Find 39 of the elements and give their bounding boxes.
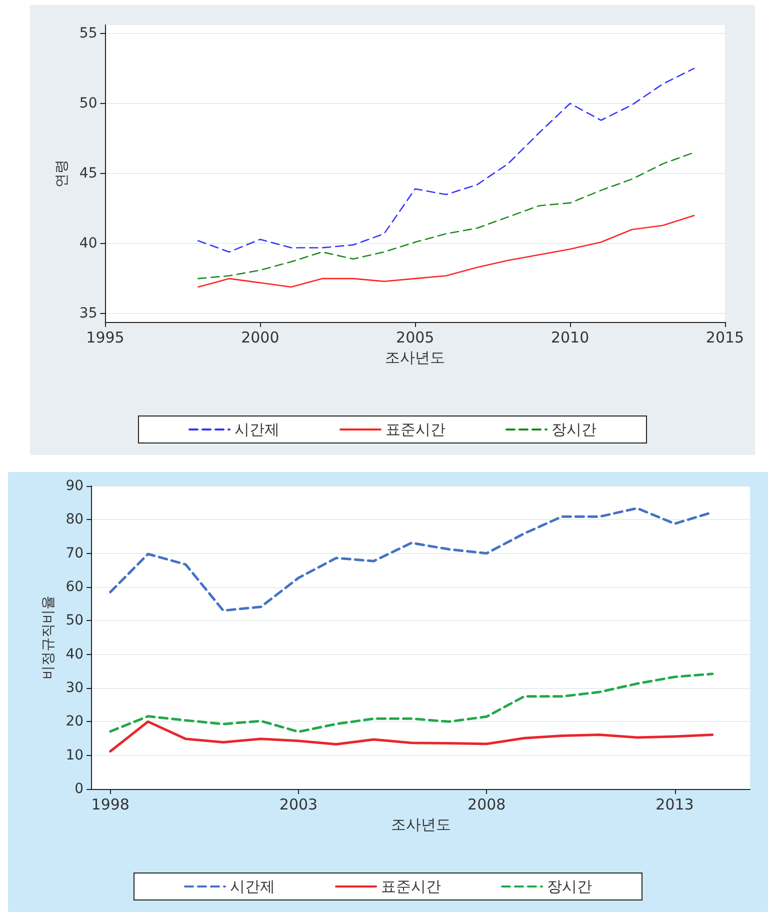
- y-tick-label: 50: [66, 612, 84, 629]
- line-series: [198, 152, 695, 280]
- legend-label: 표준시간: [386, 420, 446, 438]
- y-tick-label: 45: [79, 166, 98, 182]
- y-axis-title: 비정규직비율: [40, 596, 57, 680]
- y-tick-label: 90: [66, 478, 84, 494]
- legend-label: 시간제: [230, 878, 275, 896]
- y-tick-label: 80: [66, 512, 84, 528]
- line-series: [198, 68, 695, 253]
- legend-label: 장시간: [552, 420, 596, 438]
- y-tick-label: 0: [74, 781, 84, 797]
- y-tick-label: 35: [79, 306, 98, 322]
- x-tick-label: 2000: [241, 328, 280, 346]
- y-axis-title: 연령: [54, 160, 70, 188]
- x-tick-label: 2005: [396, 328, 434, 346]
- y-tick-label: 20: [66, 714, 84, 730]
- x-tick-label: 2015: [706, 328, 744, 346]
- y-tick-label: 70: [66, 545, 84, 562]
- y-tick-label: 30: [66, 680, 84, 696]
- x-tick-label: 1998: [91, 796, 130, 814]
- legend-label: 표준시간: [381, 878, 441, 896]
- line-series: [109, 720, 714, 753]
- x-tick-label: 2003: [279, 796, 318, 814]
- y-tick-label: 40: [79, 236, 98, 252]
- x-axis-title: 조사년도: [390, 816, 451, 834]
- legend-label: 시간제: [234, 420, 280, 438]
- legend-label: 장시간: [547, 878, 592, 896]
- x-tick-label: 2010: [550, 328, 590, 346]
- y-tick-label: 40: [66, 646, 84, 662]
- y-tick-label: 60: [66, 579, 84, 595]
- x-tick-label: 2008: [468, 796, 506, 814]
- x-tick-label: 2013: [656, 796, 694, 814]
- x-axis-title: 조사년도: [385, 348, 446, 366]
- x-tick-label: 1995: [86, 328, 124, 346]
- line-series: [109, 672, 714, 734]
- line-series: [198, 214, 695, 288]
- y-tick-label: 10: [66, 747, 84, 764]
- y-tick-label: 50: [79, 95, 98, 112]
- y-tick-label: 55: [79, 25, 98, 42]
